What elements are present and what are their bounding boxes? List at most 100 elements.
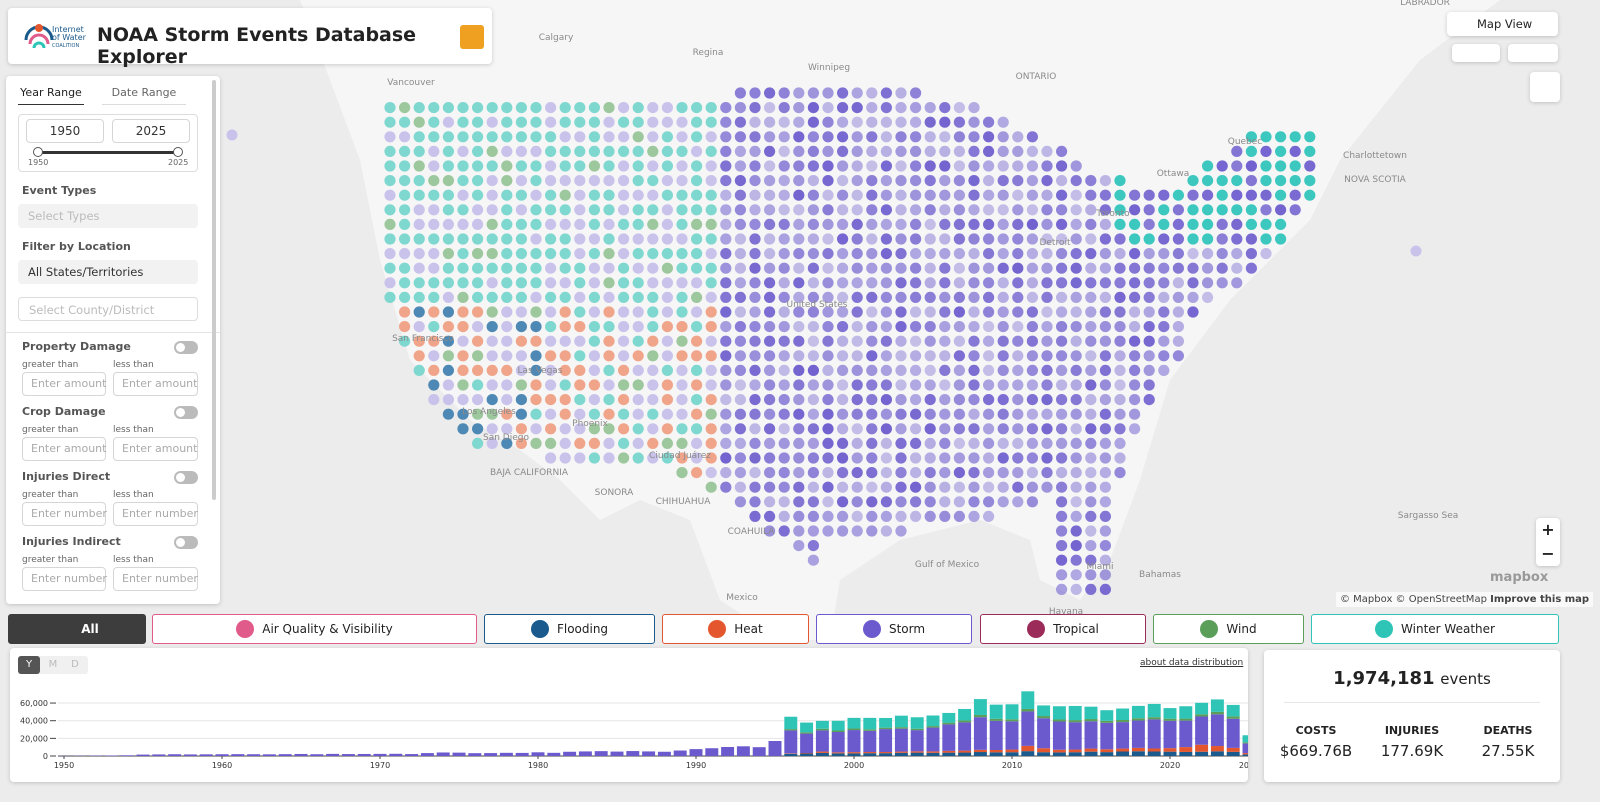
resolution-button[interactable]: Y [18, 656, 40, 674]
input[interactable]: Enter amount [113, 372, 198, 396]
map-dot [399, 204, 411, 216]
map-dot [851, 423, 863, 435]
map-dot [939, 291, 951, 303]
resolution-button[interactable]: D [71, 659, 79, 670]
input[interactable]: Enter number [22, 567, 107, 591]
map-dot [793, 87, 805, 99]
map-dot [545, 291, 557, 303]
map-dot [1012, 233, 1024, 245]
share-button[interactable] [1452, 44, 1500, 62]
resolution-button[interactable]: M [48, 659, 58, 670]
category-tab[interactable]: Heat [662, 614, 809, 644]
map-dot [705, 379, 717, 391]
year-input[interactable]: 1950 [26, 119, 104, 143]
map-dot [1202, 233, 1214, 245]
bar-segment [310, 754, 324, 756]
info-button[interactable] [460, 25, 484, 49]
map-dot [880, 189, 893, 201]
map-dot [983, 116, 995, 128]
map-dot [953, 452, 966, 464]
map-label: San Diego [483, 433, 529, 443]
slider-handle[interactable] [173, 147, 183, 157]
bar-segment [1052, 706, 1066, 720]
map-dot [749, 160, 761, 172]
tab[interactable]: Year Range [18, 86, 84, 105]
category-tab[interactable]: Air Quality & Visibility [152, 614, 477, 644]
improve-link[interactable]: Improve this map [1490, 594, 1590, 605]
map-dot [705, 481, 717, 493]
map-dot [515, 350, 528, 362]
map-dot [997, 204, 1009, 216]
map-dot [764, 218, 776, 230]
logo-icon [24, 24, 54, 49]
map-view-button[interactable]: Map View [1447, 12, 1558, 36]
bar-segment [800, 753, 814, 756]
map-label: Calgary [539, 33, 574, 43]
map-dot [910, 277, 922, 289]
toggle[interactable] [174, 536, 198, 549]
bar-segment [452, 752, 466, 756]
map-dot [705, 364, 717, 376]
map-dot [384, 189, 396, 201]
year-input[interactable]: 2025 [112, 119, 190, 143]
bar-segment [104, 755, 118, 756]
toggle[interactable] [174, 406, 198, 419]
category-tab[interactable]: Flooding [484, 614, 655, 644]
map-dot [588, 233, 601, 245]
bar-segment [926, 726, 940, 728]
input[interactable]: Enter amount [22, 372, 106, 396]
category-tab[interactable]: Winter Weather [1311, 614, 1559, 644]
map-dot [851, 510, 863, 522]
select[interactable]: Select County/District [18, 297, 198, 321]
map-dot [515, 379, 528, 391]
map-dot [953, 291, 966, 303]
x-tick-label: 2000 [844, 761, 864, 770]
map-dot [749, 379, 761, 391]
input[interactable]: Enter number [113, 502, 198, 526]
map-dot [588, 306, 601, 318]
map-dot [880, 131, 893, 143]
select[interactable]: Select Types [18, 204, 198, 228]
map-dot [515, 408, 528, 420]
map-dot [968, 510, 980, 522]
map-dot [880, 218, 893, 230]
bar-segment [183, 754, 197, 756]
input[interactable]: Enter amount [113, 437, 198, 461]
toggle[interactable] [174, 471, 198, 484]
map-dot [807, 189, 820, 201]
input[interactable]: Enter number [113, 567, 198, 591]
map-dot [1041, 467, 1053, 479]
map-dot [851, 496, 863, 508]
tab[interactable]: Date Range [102, 86, 186, 105]
map-dot [749, 145, 761, 157]
map-dot [413, 102, 425, 114]
toggle[interactable] [174, 341, 198, 354]
map-dot [1085, 350, 1097, 362]
map-dot [1085, 262, 1097, 274]
map-dot [749, 102, 761, 114]
download-button[interactable] [1508, 44, 1558, 62]
select[interactable]: All States/Territories [18, 260, 198, 284]
zoom-control[interactable]: + − [1536, 518, 1560, 566]
map-dot [574, 335, 586, 347]
map-dot [442, 291, 454, 303]
category-tab[interactable]: Wind [1153, 614, 1304, 644]
map-dot [851, 306, 863, 318]
category-tab[interactable]: All [8, 614, 146, 644]
map-dot [1187, 175, 1199, 187]
slider-handle[interactable] [33, 147, 43, 157]
map-dot [778, 131, 790, 143]
map-dot [807, 87, 820, 99]
link[interactable]: about data distribution [1140, 658, 1244, 668]
bar-segment [1116, 708, 1130, 720]
category-tab[interactable]: Tropical [980, 614, 1146, 644]
category-tab[interactable]: Storm [816, 614, 972, 644]
search-button[interactable] [1530, 72, 1560, 102]
input[interactable]: Enter number [22, 502, 107, 526]
map-dot [1172, 335, 1184, 347]
input[interactable]: Enter amount [22, 437, 106, 461]
map-dot [647, 160, 659, 172]
map-label: San Francisco [392, 334, 454, 344]
map-dot [822, 379, 834, 391]
map-dot [1260, 160, 1272, 172]
